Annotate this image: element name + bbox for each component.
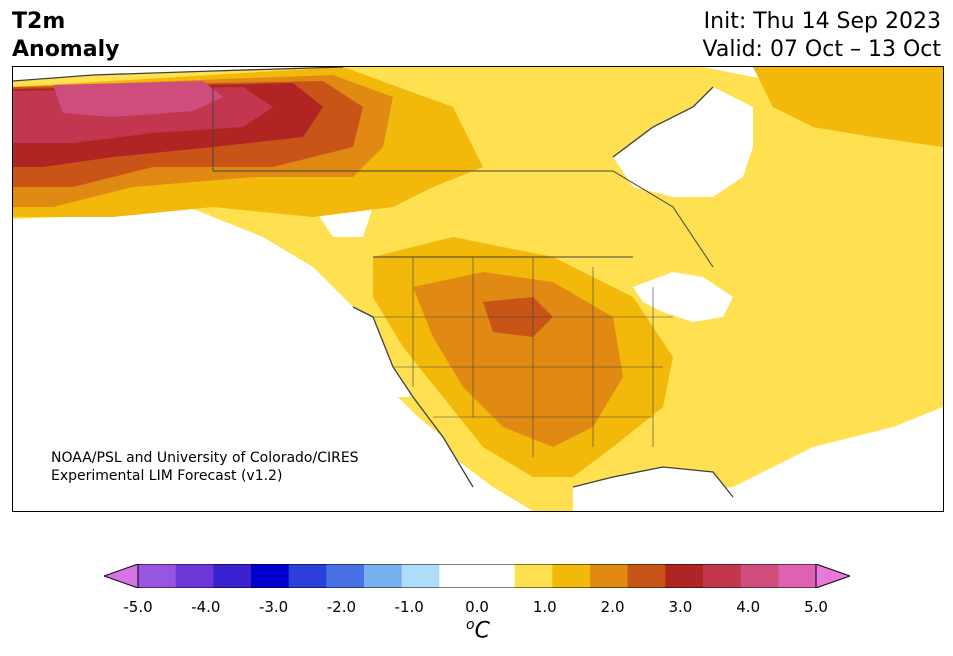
white-gulf (573, 467, 733, 511)
orange-central-us (413, 272, 623, 447)
map-graphic (13, 67, 943, 511)
colorbar-bin (251, 564, 290, 588)
colorbar-bin (477, 564, 516, 588)
anomaly-map: NOAA/PSL and University of Colorado/CIRE… (12, 66, 944, 512)
colorbar-bin (778, 564, 817, 588)
colorbar-tick-label: -5.0 (123, 598, 153, 616)
colorbar-tick-label: -4.0 (191, 598, 221, 616)
gold-greenland (753, 67, 943, 147)
title-variable-line1: T2m (12, 9, 66, 34)
colorbar-bin (552, 564, 591, 588)
white-great-lakes (633, 272, 733, 322)
colorbar-tick-label: 4.0 (736, 598, 761, 616)
unit-label: oC (466, 617, 490, 643)
country-border (212, 87, 714, 268)
colorbar-bin (439, 564, 478, 588)
colorbar-bin (288, 564, 327, 588)
credit-line2: Experimental LIM Forecast (v1.2) (51, 468, 283, 484)
colorbar-bin (401, 564, 440, 588)
map-title: T2m Anomaly (12, 8, 119, 64)
colorbar-bin (213, 564, 252, 588)
colorbar-tick-label: -1.0 (394, 598, 424, 616)
valid-range: Valid: 07 Oct – 13 Oct (702, 37, 941, 62)
colorbar-tick-label: -3.0 (258, 598, 289, 616)
white-baja (418, 417, 473, 487)
colorbar-bin (514, 564, 553, 588)
init-date: Init: Thu 14 Sep 2023 (703, 9, 941, 34)
credit-line1: NOAA/PSL and University of Colorado/CIRE… (51, 450, 359, 466)
white-hudson-bay (613, 87, 753, 197)
colorbar-bin (326, 564, 365, 588)
colorbar-over-triangle (815, 564, 850, 588)
colorbar-tick-label: 5.0 (804, 598, 828, 616)
colorbar-tick-label: 0.0 (465, 598, 489, 616)
pink-alaska (53, 81, 223, 117)
colorbar-frame (137, 564, 817, 588)
colorbar-tick-label: 3.0 (668, 598, 693, 616)
map-credit: NOAA/PSL and University of Colorado/CIRE… (51, 449, 359, 485)
forecast-dates: Init: Thu 14 Sep 2023 Valid: 07 Oct – 13… (703, 8, 941, 64)
colorbar-bin (740, 564, 779, 588)
colorbar-tick-label: 2.0 (600, 598, 625, 616)
colorbar-bin (175, 564, 214, 588)
colorbar-bin (138, 564, 177, 588)
colorbar (104, 564, 850, 588)
title-variable-line2: Anomaly (12, 37, 120, 62)
colorbar-bin (665, 564, 704, 588)
state-borders (373, 257, 673, 457)
colorbar-under-triangle (104, 564, 139, 588)
coastline (13, 67, 734, 498)
colorbar-bin (627, 564, 666, 588)
colorbar-tick-label: 1.0 (532, 598, 557, 616)
unit-superscript: o (466, 617, 475, 633)
unit-base: C (474, 618, 490, 644)
colorbar-bin (703, 564, 742, 588)
colorbar-bin (590, 564, 629, 588)
colorbar-tick-label: -2.0 (326, 598, 357, 616)
colorbar-bin (364, 564, 403, 588)
